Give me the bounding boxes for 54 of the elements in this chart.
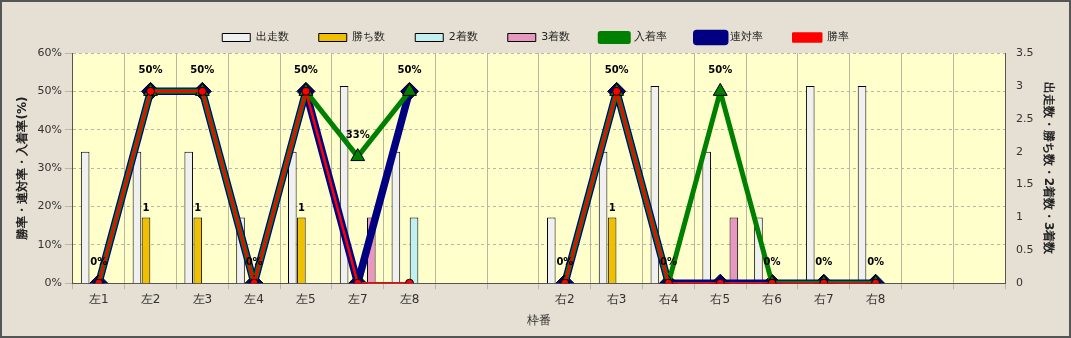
y2-tick-label: 1.5 (1016, 177, 1034, 191)
x-tick-label: 右2 (555, 291, 575, 306)
y-tick-label: 60% (37, 45, 62, 59)
legend-label: 出走数 (255, 30, 289, 44)
y2-tick-label: 3 (1016, 78, 1024, 92)
x-tick-label: 左8 (399, 291, 420, 306)
x-tick-label: 右3 (606, 291, 627, 306)
data-label: 50% (604, 63, 629, 75)
legend-label: 勝率 (826, 30, 849, 44)
y-tick-label: 30% (37, 160, 62, 174)
x-tick-label: 右8 (865, 291, 886, 306)
y2-axis-title: 出走数・勝ち数・2着数・3着数 (1041, 81, 1056, 256)
y-tick-label: 10% (37, 237, 62, 251)
x-tick-label: 左5 (296, 291, 316, 306)
data-label: 0% (245, 255, 263, 267)
legend-label: 入着率 (633, 30, 667, 44)
x-tick-label: 右4 (658, 291, 679, 306)
y-tick-label: 40% (37, 122, 62, 136)
data-label: 50% (708, 63, 733, 75)
data-label: 0% (867, 255, 885, 267)
legend-label: 2着数 (448, 30, 478, 44)
legend-label: 3着数 (541, 30, 571, 44)
x-tick-label: 右6 (762, 291, 782, 306)
y-tick-label: 20% (37, 199, 62, 213)
x-tick-label: 左3 (192, 291, 213, 306)
x-tick-label: 左1 (88, 291, 109, 306)
y2-tick-label: 3.5 (1016, 45, 1034, 59)
data-label: 1 (194, 202, 202, 214)
y2-tick-label: 2 (1016, 144, 1024, 158)
y2-tick-label: 2.5 (1016, 111, 1034, 125)
x-axis-title: 枠番 (525, 312, 551, 327)
data-label: 1 (142, 202, 150, 214)
y2-tick-label: 0.5 (1016, 243, 1034, 257)
legend-label: 連対率 (730, 30, 764, 44)
data-label: 0% (659, 255, 677, 267)
y2-tick-label: 0 (1016, 276, 1024, 290)
y-tick-label: 0% (44, 276, 62, 290)
data-label: 50% (293, 63, 318, 75)
data-label: 1 (297, 202, 305, 214)
data-label: 1 (608, 202, 616, 214)
x-tick-label: 左4 (244, 291, 264, 306)
x-tick-label: 左7 (347, 291, 368, 306)
data-label: 33% (345, 129, 370, 141)
y-axis-title: 勝率・連対率・入着率(%) (15, 96, 30, 241)
y2-tick-label: 1 (1016, 210, 1024, 224)
data-label: 50% (138, 63, 163, 75)
legend-label: 勝ち数 (352, 30, 386, 44)
data-label: 50% (397, 63, 422, 75)
y-tick-label: 50% (37, 84, 62, 98)
x-tick-label: 右7 (814, 291, 834, 306)
data-label: 50% (190, 63, 215, 75)
x-tick-label: 右5 (710, 291, 731, 306)
x-tick-label: 左2 (140, 291, 161, 306)
data-label: 0% (815, 255, 833, 267)
